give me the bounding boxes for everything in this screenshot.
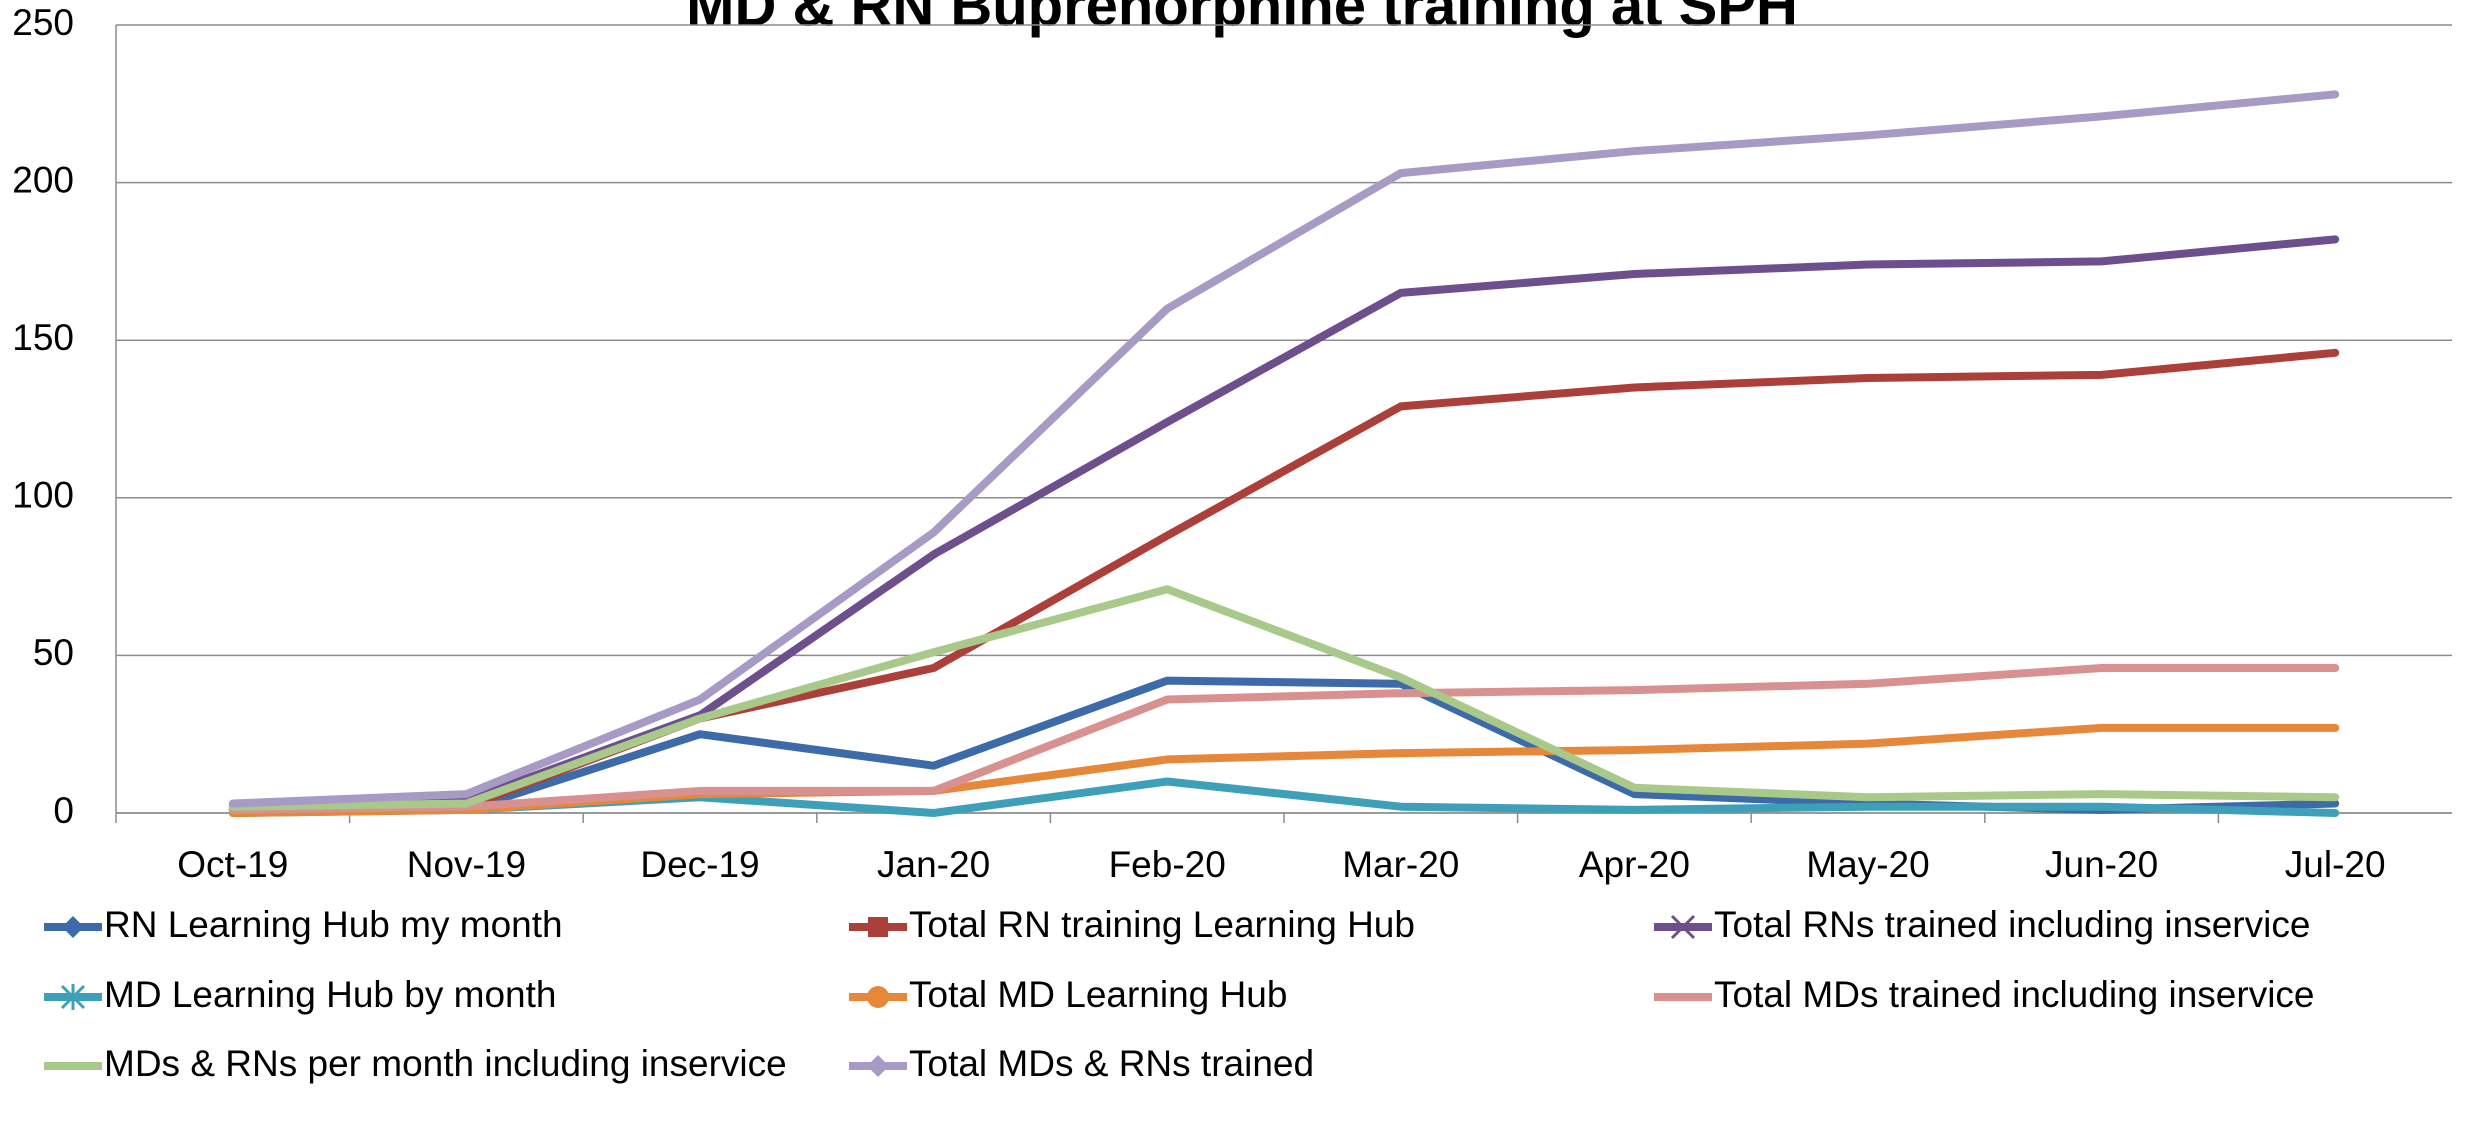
y-tick-label: 250 xyxy=(12,2,74,43)
x-tick-label: Apr-20 xyxy=(1579,844,1690,885)
x-tick-label: Jan-20 xyxy=(877,844,990,885)
legend-label: Total MD Learning Hub xyxy=(909,974,1287,1015)
series-line xyxy=(228,348,2340,814)
y-tick-label: 150 xyxy=(12,317,74,358)
legend-label: Total RNs trained including inservice xyxy=(1714,904,2310,945)
x-tick-label: Mar-20 xyxy=(1342,844,1459,885)
legend-label: Total MDs & RNs trained xyxy=(909,1043,1314,1084)
legend-marker xyxy=(62,916,84,938)
y-tick-label: 100 xyxy=(12,475,74,516)
legend-marker xyxy=(867,986,889,1008)
legend-marker xyxy=(868,917,888,937)
chart-title: MD & RN Buprenorphine training at SPH xyxy=(686,0,1798,38)
legend-label: MDs & RNs per month including inservice xyxy=(104,1043,787,1084)
legend-marker xyxy=(867,1055,889,1077)
x-tick-label: Jun-20 xyxy=(2045,844,2158,885)
legend-label: MD Learning Hub by month xyxy=(104,974,556,1015)
y-tick-label: 50 xyxy=(33,632,74,673)
series-line xyxy=(228,90,2340,808)
series-line xyxy=(228,235,2340,811)
x-tick-label: Feb-20 xyxy=(1109,844,1226,885)
series-line xyxy=(228,664,2340,814)
x-tick-label: Nov-19 xyxy=(407,844,526,885)
series-line xyxy=(228,585,2340,811)
x-tick-label: Dec-19 xyxy=(640,844,759,885)
legend-label: Total RN training Learning Hub xyxy=(909,904,1415,945)
x-tick-label: Jul-20 xyxy=(2285,844,2386,885)
legend-label: RN Learning Hub my month xyxy=(104,904,563,945)
y-tick-label: 200 xyxy=(12,159,74,200)
y-tick-label: 0 xyxy=(53,790,74,831)
legend-marker xyxy=(60,984,86,1010)
legend-marker xyxy=(1670,914,1696,940)
legend-label: Total MDs trained including inservice xyxy=(1714,974,2315,1015)
x-tick-label: May-20 xyxy=(1806,844,1929,885)
x-tick-label: Oct-19 xyxy=(177,844,288,885)
